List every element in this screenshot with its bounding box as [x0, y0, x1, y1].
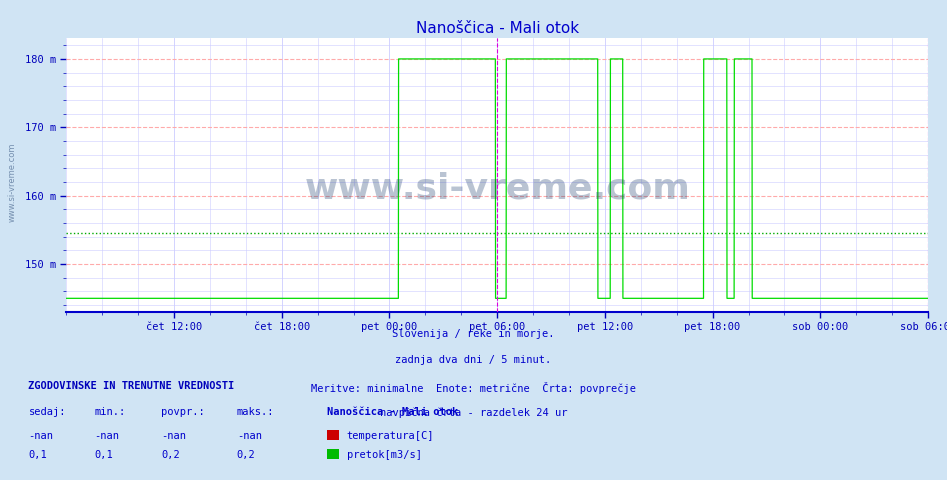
Text: 0,2: 0,2 [161, 450, 180, 460]
Text: ZGODOVINSKE IN TRENUTNE VREDNOSTI: ZGODOVINSKE IN TRENUTNE VREDNOSTI [28, 381, 235, 391]
Text: 0,2: 0,2 [237, 450, 256, 460]
Text: Meritve: minimalne  Enote: metrične  Črta: povprečje: Meritve: minimalne Enote: metrične Črta:… [311, 382, 636, 394]
Text: 0,1: 0,1 [28, 450, 47, 460]
Text: -nan: -nan [28, 431, 53, 441]
Text: Slovenija / reke in morje.: Slovenija / reke in morje. [392, 329, 555, 339]
Text: 0,1: 0,1 [95, 450, 114, 460]
Text: sedaj:: sedaj: [28, 407, 66, 417]
Text: zadnja dva dni / 5 minut.: zadnja dva dni / 5 minut. [396, 355, 551, 365]
Text: maks.:: maks.: [237, 407, 275, 417]
Text: www.si-vreme.com: www.si-vreme.com [304, 172, 690, 206]
Text: pretok[m3/s]: pretok[m3/s] [347, 450, 421, 460]
Text: povpr.:: povpr.: [161, 407, 205, 417]
Text: -nan: -nan [95, 431, 119, 441]
Text: min.:: min.: [95, 407, 126, 417]
Text: Nanoščica - Mali otok: Nanoščica - Mali otok [327, 407, 458, 417]
Text: -nan: -nan [161, 431, 186, 441]
Text: temperatura[C]: temperatura[C] [347, 431, 434, 441]
Text: -nan: -nan [237, 431, 261, 441]
Text: www.si-vreme.com: www.si-vreme.com [8, 143, 17, 222]
Title: Nanoščica - Mali otok: Nanoščica - Mali otok [416, 21, 579, 36]
Text: navpična črta - razdelek 24 ur: navpična črta - razdelek 24 ur [380, 408, 567, 419]
